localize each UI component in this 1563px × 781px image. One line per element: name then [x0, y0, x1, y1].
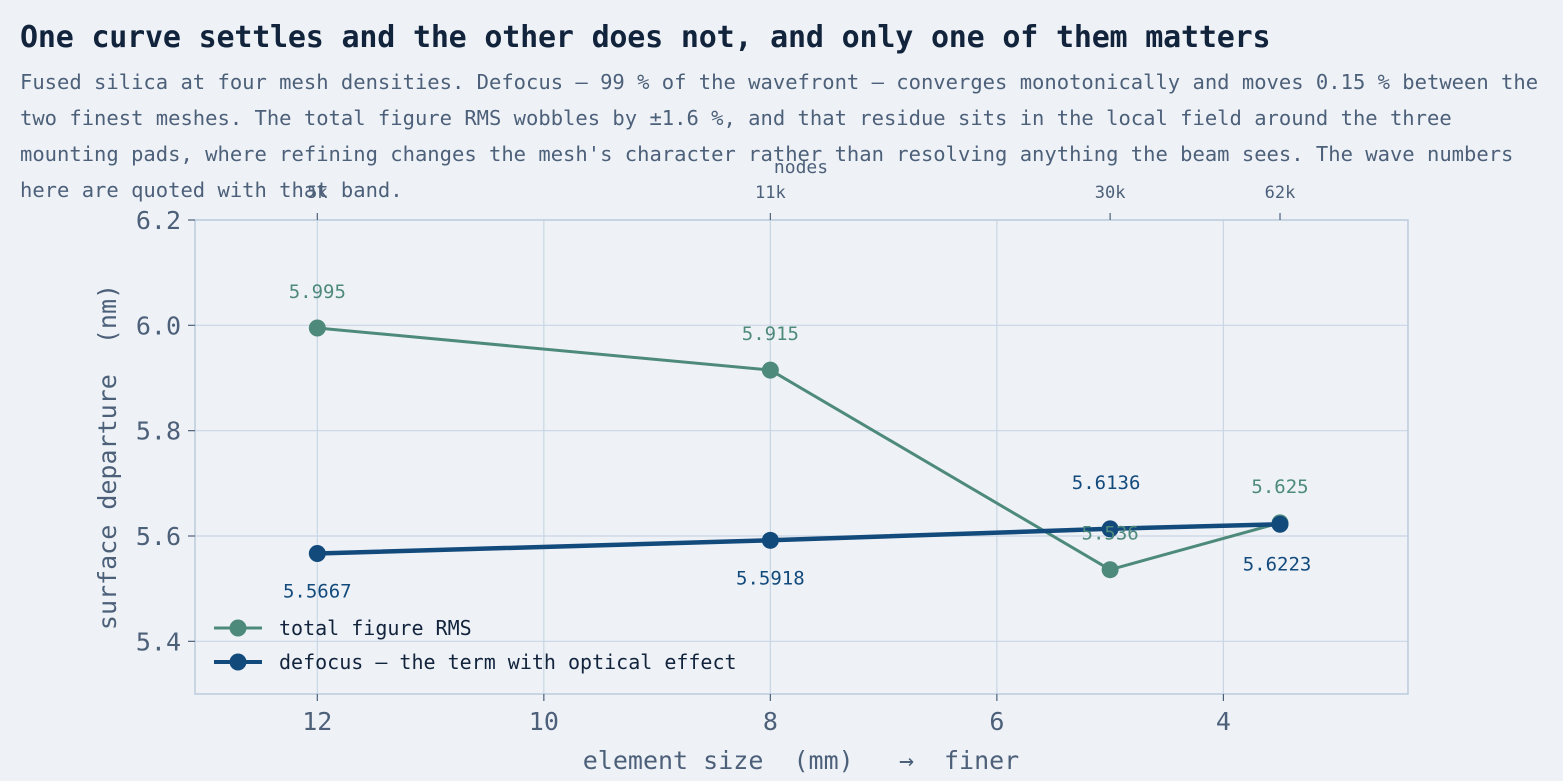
data-label: 5.995 [289, 281, 346, 303]
data-label: 5.6223 [1243, 553, 1312, 575]
series-1-point [1271, 515, 1289, 533]
y-tick-label: 6.0 [136, 311, 181, 340]
x2-tick-label: 30k [1095, 183, 1126, 203]
series-1-point [761, 531, 779, 549]
y-tick-label: 5.6 [136, 522, 181, 551]
data-label: 5.915 [742, 323, 799, 345]
x-tick-label: 12 [302, 707, 332, 736]
x-tick-label: 8 [763, 707, 778, 736]
y-axis-label: surface departure (nm) [93, 284, 122, 630]
series-0-point [1101, 561, 1119, 579]
legend-label-defocus: defocus — the term with optical effect [279, 650, 737, 674]
data-label: 5.6136 [1072, 472, 1141, 494]
legend-marker-total-figure-rms [229, 619, 247, 637]
x2-tick-label: 11k [755, 183, 786, 203]
x-tick-label: 4 [1216, 707, 1231, 736]
legend-label-total-figure-rms: total figure RMS [279, 616, 472, 640]
y-tick-label: 5.4 [136, 627, 181, 656]
chart-subtitle: Fused silica at four mesh densities. Def… [20, 70, 1539, 202]
x2-tick-label: 62k [1265, 183, 1296, 203]
series-1-point [1101, 520, 1119, 538]
data-label: 5.5918 [736, 567, 805, 589]
chart-title: One curve settles and the other does not… [20, 20, 1271, 55]
data-label: 5.5667 [283, 581, 352, 603]
data-label: 5.625 [1251, 476, 1308, 498]
x-axis-label: element size (mm) → finer [583, 746, 1020, 775]
series-0-point [308, 319, 326, 337]
data-label: 5.536 [1082, 523, 1139, 545]
x2-tick-label: 5k [307, 183, 327, 203]
data-labels: 5.995 5.915 5.536 5.625 5.5667 5.5918 5.6136 5.… [283, 281, 1311, 603]
series-line-1 [317, 522, 1281, 556]
series-line-0 [317, 326, 1281, 572]
y-tick-label: 6.2 [136, 206, 181, 235]
series-0-point [761, 361, 779, 379]
axis-ticks: 12 10 8 6 4 5.4 5.6 5.8 6.0 6.2 5k 11k 30k 62k [136, 183, 1296, 736]
series-1-point [308, 545, 326, 563]
plot-frame [194, 219, 1409, 695]
series-layer [308, 319, 1289, 579]
x-tick-label: 10 [529, 707, 559, 736]
y-tick-label: 5.8 [136, 417, 181, 446]
x-tick-label: 6 [989, 707, 1004, 736]
legend: total figure RMS defocus — the term with… [214, 616, 737, 674]
legend-marker-defocus [229, 653, 247, 671]
x2-axis-label: nodes [774, 157, 828, 178]
